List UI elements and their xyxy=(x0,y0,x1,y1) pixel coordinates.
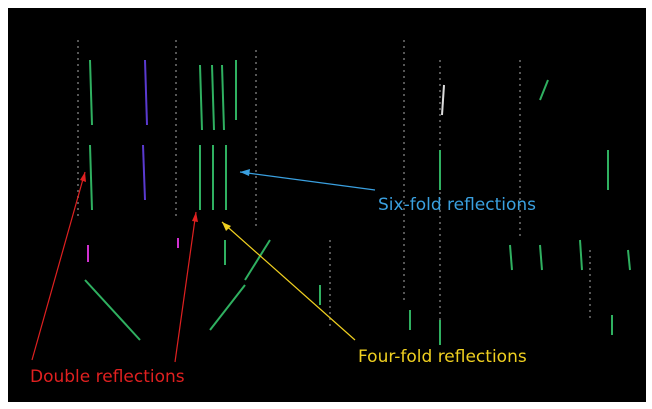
annotation: Four-fold reflections xyxy=(358,347,527,367)
figure: Six-fold reflections Four-fold reflectio… xyxy=(0,0,652,409)
annotation: Double reflections xyxy=(30,367,185,387)
detector-image xyxy=(8,8,646,402)
annotation: Six-fold reflections xyxy=(378,195,536,215)
page: Six-fold reflections Four-fold reflectio… xyxy=(0,0,652,409)
